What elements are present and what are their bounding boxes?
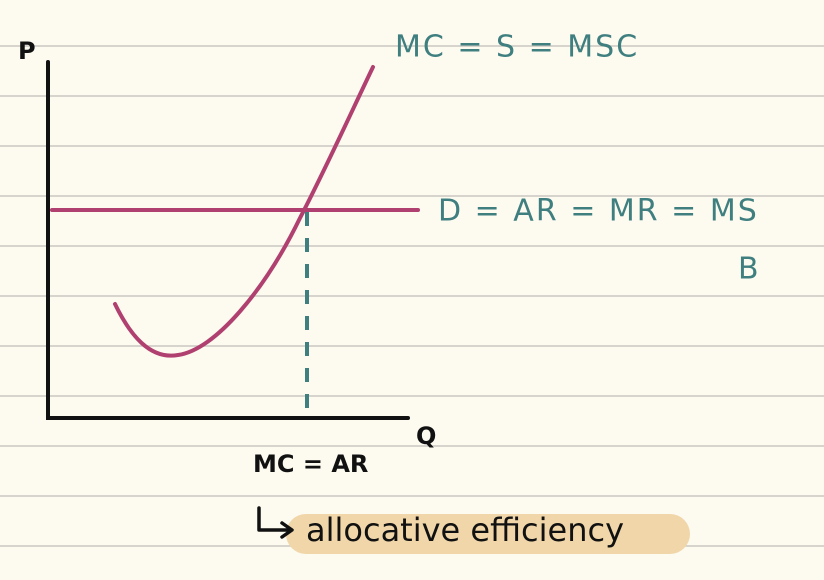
equilibrium-label: MC = AR — [253, 450, 368, 478]
result-label: allocative efficiency — [306, 511, 624, 549]
note-label: B — [738, 252, 761, 287]
demand-label: D = AR = MR = MS — [438, 194, 759, 229]
x-axis-label: Q — [416, 422, 436, 450]
mc-label: MC = S = MSC — [395, 30, 639, 65]
axes — [46, 60, 410, 420]
y-axis-label: P — [18, 37, 36, 65]
arrow — [257, 506, 294, 539]
highlight — [286, 514, 690, 554]
ruled-lines — [0, 45, 824, 547]
mc-curve — [113, 65, 375, 358]
